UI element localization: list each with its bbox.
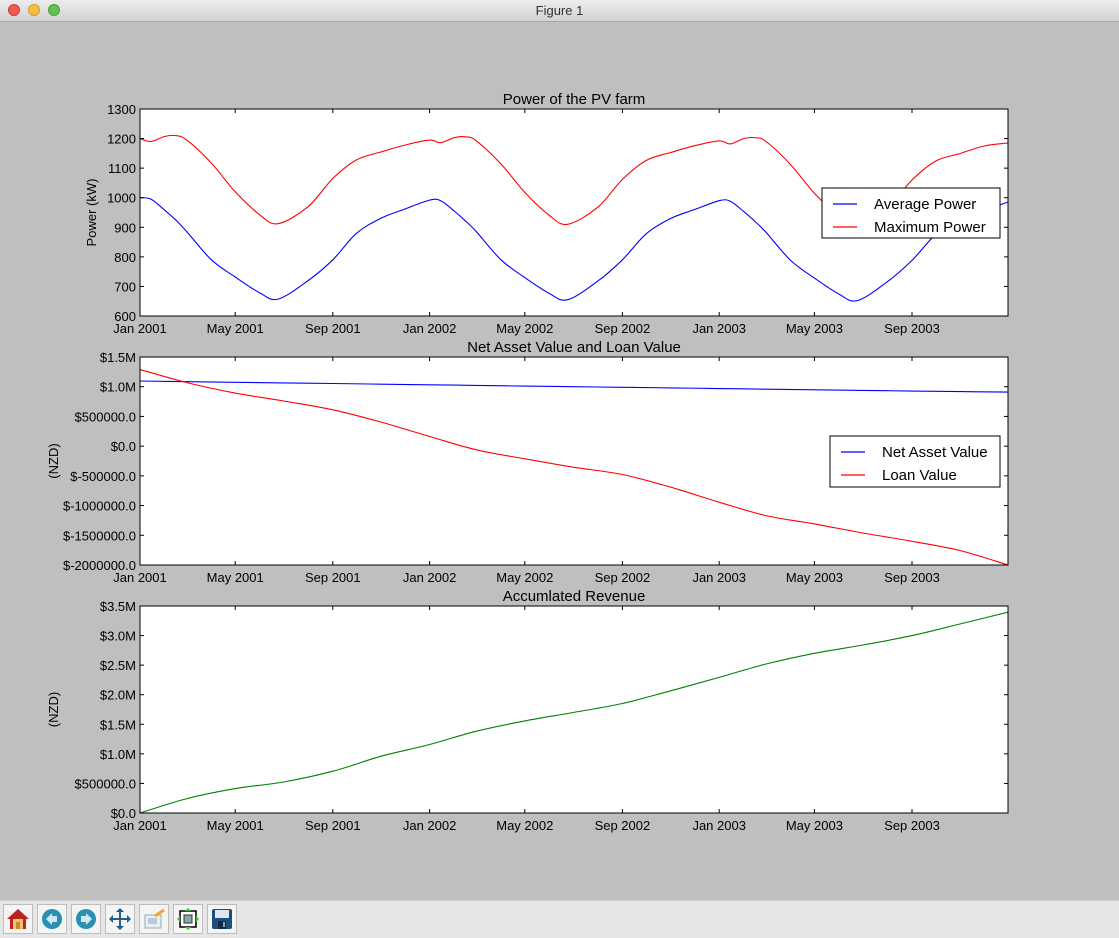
x-tick-label: Jan 2003 xyxy=(692,321,746,336)
legend-label: Average Power xyxy=(874,196,976,213)
legend-box xyxy=(829,435,1001,488)
window-titlebar: Figure 1 xyxy=(0,0,1119,22)
legend-label: Net Asset Value xyxy=(882,444,988,461)
pan-button[interactable] xyxy=(105,904,135,934)
legend-label: Loan Value xyxy=(882,467,957,484)
x-tick-label: Sep 2002 xyxy=(595,570,651,585)
y-tick-label: $2.5M xyxy=(100,658,136,673)
home-icon xyxy=(7,909,29,929)
subplot-1: 600 700 800 900 1000 1100 1200 1300 Jan 2001 May … xyxy=(84,91,1009,336)
subplot-3: $0.0 $500000.0 $1.0M $1.5M $2.0M $2.5M $3.0M $3… xyxy=(46,588,1009,833)
series-line-average-power xyxy=(140,197,1008,302)
x-tick-label: May 2003 xyxy=(786,321,843,336)
x-tick-label: May 2003 xyxy=(786,818,843,833)
pan-icon xyxy=(109,908,131,930)
y-tick-label: $0.0 xyxy=(111,806,136,821)
series-line-loan-value xyxy=(140,368,1008,565)
y-tick-label: 700 xyxy=(114,279,136,294)
y-tick-label: 600 xyxy=(114,309,136,324)
x-tick-label: Sep 2001 xyxy=(305,321,361,336)
save-icon xyxy=(212,909,232,929)
y-axis-label: (NZD) xyxy=(46,443,61,478)
chart-title: Net Asset Value and Loan Value xyxy=(467,339,681,356)
x-tick-label: May 2002 xyxy=(496,321,553,336)
x-tick-label: Sep 2002 xyxy=(595,818,651,833)
y-tick-label: 800 xyxy=(114,250,136,265)
x-tick-label: Sep 2002 xyxy=(595,321,651,336)
axes-frame xyxy=(139,108,1009,317)
chart-title: Accumlated Revenue xyxy=(503,588,646,605)
y-tick-label: $1.5M xyxy=(100,717,136,732)
legend-box xyxy=(821,187,1001,239)
x-tick-label: Jan 2002 xyxy=(403,818,457,833)
minimize-window-button[interactable] xyxy=(28,4,40,16)
series-line-1 xyxy=(140,611,1008,813)
maximize-window-button[interactable] xyxy=(48,4,60,16)
y-tick-label: $0.0 xyxy=(111,439,136,454)
legend: Net Asset Value Loan Value xyxy=(829,435,1001,488)
legend: Average Power Maximum Power xyxy=(821,187,1001,239)
y-axis-label: Power (kW) xyxy=(84,179,99,247)
x-tick-label: Sep 2003 xyxy=(884,570,940,585)
x-tick-label: Sep 2003 xyxy=(884,818,940,833)
y-tick-label: 1300 xyxy=(107,102,136,117)
x-tick-label: May 2002 xyxy=(496,818,553,833)
navigation-toolbar xyxy=(0,900,1119,938)
y-tick-label: $-1500000.0 xyxy=(63,528,136,543)
y-tick-label: $3.0M xyxy=(100,629,136,644)
x-tick-label: Jan 2001 xyxy=(113,818,167,833)
series-line-net-asset-value xyxy=(140,380,1008,393)
y-tick-label: $500000.0 xyxy=(75,776,136,791)
y-tick-label: $1.0M xyxy=(100,747,136,762)
figure-canvas: 600 700 800 900 1000 1100 1200 1300 Jan 2001 May … xyxy=(46,91,1009,833)
home-button[interactable] xyxy=(3,904,33,934)
plot-area xyxy=(140,606,1008,813)
x-tick-label: May 2002 xyxy=(496,570,553,585)
axes-frame xyxy=(139,356,1009,566)
y-axis-label: (NZD) xyxy=(46,692,61,727)
x-tick-label: Jan 2001 xyxy=(113,321,167,336)
x-tick-label: May 2003 xyxy=(786,570,843,585)
x-tick-label: Jan 2001 xyxy=(113,570,167,585)
legend-label: Maximum Power xyxy=(874,219,986,236)
y-tick-label: $1.0M xyxy=(100,380,136,395)
subplots-icon xyxy=(177,908,199,930)
y-tick-label: $-2000000.0 xyxy=(63,558,136,573)
x-tick-label: May 2001 xyxy=(207,818,264,833)
y-tick-label: $-1000000.0 xyxy=(63,499,136,514)
subplot-2: $-2000000.0 $-1500000.0 $-1000000.0 $-50000… xyxy=(46,339,1009,585)
x-tick-label: Sep 2001 xyxy=(305,818,361,833)
x-tick-label: May 2001 xyxy=(207,570,264,585)
x-tick-label: Sep 2001 xyxy=(305,570,361,585)
close-window-button[interactable] xyxy=(8,4,20,16)
window-title: Figure 1 xyxy=(535,3,584,18)
zoom-button[interactable] xyxy=(139,904,169,934)
axes-frame xyxy=(139,605,1009,814)
y-tick-label: 1000 xyxy=(107,191,136,206)
x-tick-label: May 2001 xyxy=(207,321,264,336)
y-tick-label: $3.5M xyxy=(100,599,136,614)
y-tick-label: $500000.0 xyxy=(75,409,136,424)
x-tick-label: Jan 2002 xyxy=(403,321,457,336)
y-tick-label: $1.5M xyxy=(100,350,136,365)
back-icon xyxy=(42,909,62,929)
forward-button[interactable] xyxy=(71,904,101,934)
y-tick-label: 1200 xyxy=(107,132,136,147)
y-tick-label: 1100 xyxy=(108,161,136,176)
x-tick-label: Sep 2003 xyxy=(884,321,940,336)
forward-icon xyxy=(76,909,96,929)
back-button[interactable] xyxy=(37,904,67,934)
chart-title: Power of the PV farm xyxy=(503,91,646,108)
x-tick-label: Jan 2003 xyxy=(692,818,746,833)
save-button[interactable] xyxy=(207,904,237,934)
x-tick-label: Jan 2003 xyxy=(692,570,746,585)
y-tick-label: $2.0M xyxy=(100,688,136,703)
x-tick-label: Jan 2002 xyxy=(403,570,457,585)
zoom-icon xyxy=(144,908,165,929)
subplots-button[interactable] xyxy=(173,904,203,934)
y-tick-label: $-500000.0 xyxy=(70,469,136,484)
y-tick-label: 900 xyxy=(114,220,136,235)
